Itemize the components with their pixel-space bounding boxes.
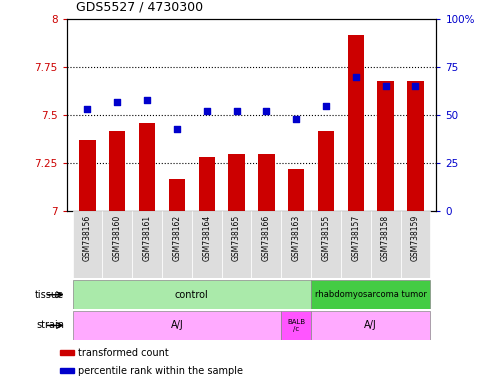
Point	[322, 103, 330, 109]
Point	[352, 74, 360, 80]
Text: rhabdomyosarcoma tumor: rhabdomyosarcoma tumor	[315, 290, 426, 299]
Text: A/J: A/J	[171, 320, 183, 331]
Bar	[61, 368, 74, 373]
Point	[173, 126, 181, 132]
Bar	[251, 211, 281, 278]
Text: GSM738164: GSM738164	[202, 215, 211, 261]
Bar	[311, 280, 430, 309]
Text: GDS5527 / 4730300: GDS5527 / 4730300	[76, 0, 204, 13]
Bar	[169, 179, 185, 211]
Text: GSM738157: GSM738157	[352, 215, 360, 261]
Bar	[341, 211, 371, 278]
Text: GSM738155: GSM738155	[321, 215, 330, 261]
Text: A/J: A/J	[364, 320, 377, 331]
Bar	[222, 211, 251, 278]
Point	[382, 83, 389, 89]
Bar	[371, 211, 400, 278]
Point	[262, 108, 270, 114]
Bar	[311, 311, 430, 340]
Bar	[407, 81, 423, 211]
Bar	[258, 154, 275, 211]
Text: GSM738160: GSM738160	[113, 215, 122, 261]
Text: GSM738159: GSM738159	[411, 215, 420, 261]
Bar	[192, 211, 222, 278]
Bar	[79, 140, 96, 211]
Text: GSM738156: GSM738156	[83, 215, 92, 261]
Bar	[199, 157, 215, 211]
Text: GSM738161: GSM738161	[142, 215, 151, 261]
Bar	[139, 123, 155, 211]
Text: control: control	[175, 290, 209, 300]
Bar	[348, 35, 364, 211]
Bar	[400, 211, 430, 278]
Point	[113, 99, 121, 105]
Bar	[72, 280, 311, 309]
Text: transformed count: transformed count	[77, 348, 168, 358]
Text: BALB
/c: BALB /c	[287, 319, 305, 332]
Bar	[61, 350, 74, 355]
Bar	[162, 211, 192, 278]
Bar	[378, 81, 394, 211]
Bar	[311, 211, 341, 278]
Bar	[228, 154, 245, 211]
Bar	[288, 169, 304, 211]
Text: GSM738158: GSM738158	[381, 215, 390, 261]
Text: GSM738166: GSM738166	[262, 215, 271, 261]
Point	[233, 108, 241, 114]
Point	[412, 83, 420, 89]
Bar	[72, 211, 103, 278]
Text: GSM738163: GSM738163	[292, 215, 301, 261]
Bar	[72, 311, 281, 340]
Bar	[281, 311, 311, 340]
Bar	[281, 211, 311, 278]
Text: percentile rank within the sample: percentile rank within the sample	[77, 366, 243, 376]
Bar	[132, 211, 162, 278]
Bar	[103, 211, 132, 278]
Text: GSM738162: GSM738162	[173, 215, 181, 261]
Point	[292, 116, 300, 122]
Bar	[109, 131, 125, 211]
Text: tissue: tissue	[35, 290, 64, 300]
Text: GSM738165: GSM738165	[232, 215, 241, 261]
Point	[83, 106, 91, 113]
Point	[203, 108, 211, 114]
Bar	[318, 131, 334, 211]
Text: strain: strain	[36, 320, 64, 331]
Point	[143, 97, 151, 103]
